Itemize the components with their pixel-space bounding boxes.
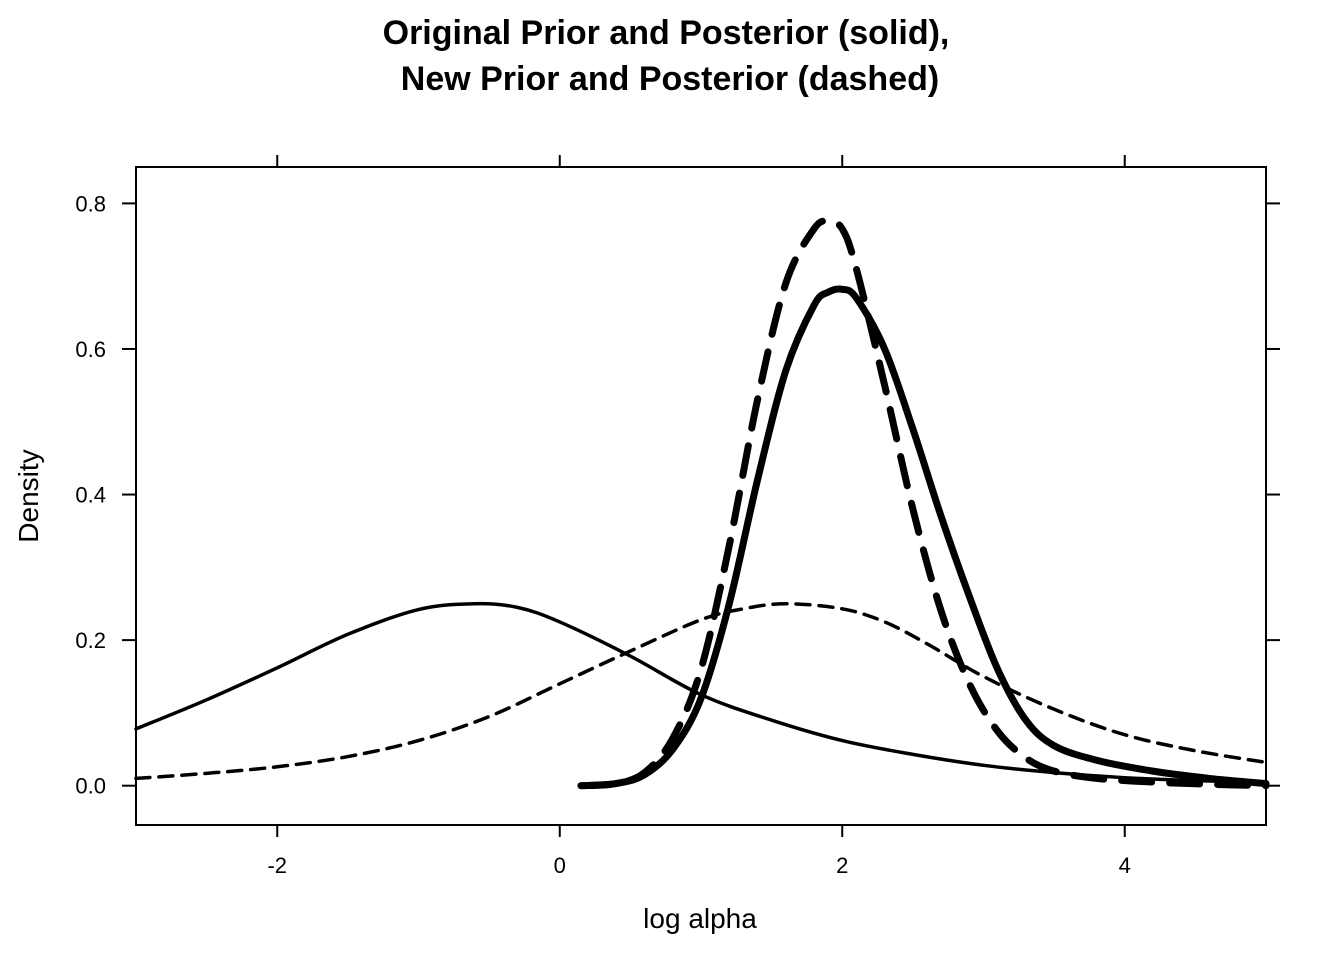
series-lines <box>134 217 1270 790</box>
series-line-dashed-thick <box>577 217 1270 790</box>
series-line-solid-thin <box>134 601 1268 784</box>
y-tick-label: 0.0 <box>75 774 106 799</box>
y-tick-label: 0.6 <box>75 337 106 362</box>
y-tick-label: 0.8 <box>75 191 106 216</box>
series-line-solid-thick <box>577 285 1270 790</box>
x-axis-ticks: -2 0 2 4 <box>267 155 1131 878</box>
x-axis-label: log alpha <box>643 903 757 934</box>
y-tick-label: 0.4 <box>75 483 106 508</box>
chart-title-line-1: Original Prior and Posterior (solid), <box>383 14 950 52</box>
x-tick-label: 4 <box>1119 853 1131 878</box>
x-tick-label: 0 <box>554 853 566 878</box>
x-tick-label: 2 <box>836 853 848 878</box>
y-axis-label: Density <box>13 449 44 542</box>
y-axis-ticks: 0.0 0.2 0.4 0.6 0.8 <box>75 191 1280 799</box>
x-tick-label: -2 <box>267 853 287 878</box>
series-line-dashed-thin <box>134 601 1268 781</box>
plot-frame <box>135 166 1267 826</box>
y-tick-label: 0.2 <box>75 628 106 653</box>
chart-title-line-2: New Prior and Posterior (dashed) <box>401 60 939 98</box>
